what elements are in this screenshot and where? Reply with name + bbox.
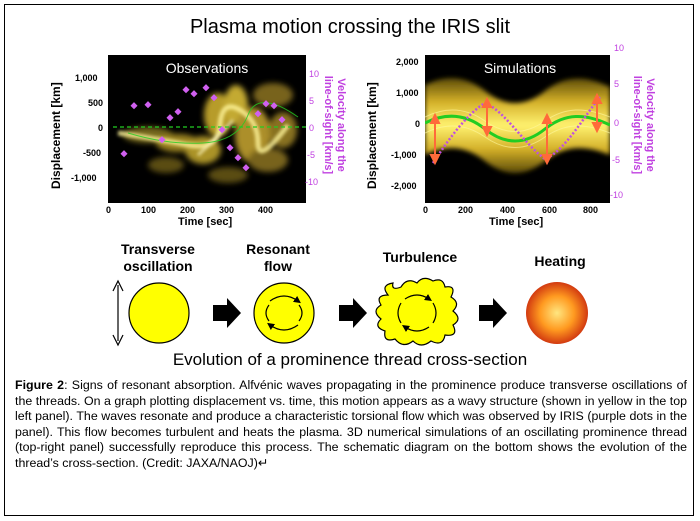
observations-plot: Observations <box>108 55 306 203</box>
obs-ytick: -1,000 <box>71 173 97 183</box>
observations-panel-title: Observations <box>165 60 249 76</box>
sim-rtick: -5 <box>612 155 621 165</box>
obs-right-label-line1: Velocity along the <box>335 78 347 172</box>
obs-right-label-line2: line-of-sight [km/s] <box>322 75 334 175</box>
sim-ylabel: Displacement [km] <box>365 82 379 189</box>
thread-circle-icon <box>128 282 190 344</box>
obs-ylabel: Displacement [km] <box>49 82 63 189</box>
evolution-diagram <box>112 277 588 347</box>
stage-label-heating: Heating <box>534 253 586 269</box>
obs-xtick: 0 <box>106 205 112 215</box>
sim-ytick: -2,000 <box>391 181 417 191</box>
sim-rtick: 0 <box>614 118 620 128</box>
obs-ytick: -500 <box>83 148 102 158</box>
sim-rtick: -10 <box>610 190 624 200</box>
figure-caption-text: : Signs of resonant absorption. Alfvénic… <box>15 378 687 470</box>
sim-xtick: 200 <box>458 205 474 215</box>
sim-xtick: 800 <box>583 205 599 215</box>
sim-xtick: 0 <box>423 205 429 215</box>
simulations-image <box>424 78 611 173</box>
obs-xtick: 300 <box>219 205 235 215</box>
observations-image <box>113 83 306 183</box>
resonant-flow-icon <box>253 282 315 344</box>
figure-frame: Plasma motion crossing the IRIS slit Dis… <box>4 4 694 516</box>
turbulence-icon <box>375 277 459 346</box>
obs-xtick: 400 <box>258 205 274 215</box>
right-arrow-icon <box>339 298 367 328</box>
right-arrow-icon <box>479 298 507 328</box>
figure-title: Plasma motion crossing the IRIS slit <box>189 16 511 38</box>
obs-xlabel: Time [sec] <box>178 216 233 228</box>
stage-label-resonant: Resonant flow <box>246 241 310 274</box>
heated-thread-icon <box>526 282 588 344</box>
obs-ytick: 1,000 <box>75 73 98 83</box>
sim-rtick: 10 <box>614 43 625 53</box>
sim-ytick: -1,000 <box>391 150 417 160</box>
double-arrow-icon <box>112 279 124 347</box>
obs-xtick: 100 <box>141 205 157 215</box>
sim-right-label-line1: Velocity along the <box>644 78 656 172</box>
stage-label-transverse: Transverse oscillation <box>121 241 195 274</box>
evolution-caption: Evolution of a prominence thread cross-s… <box>172 350 528 369</box>
figure-caption: Figure 2: Signs of resonant absorption. … <box>15 378 687 471</box>
sim-right-label: Velocity along the line-of-sight [km/s] <box>628 60 656 190</box>
obs-rtick: 0 <box>309 123 315 133</box>
stage-label-turbulence: Turbulence <box>382 249 458 265</box>
sim-ytick: 2,000 <box>396 57 419 67</box>
figure-label: Figure 2 <box>15 378 65 392</box>
sim-xtick: 600 <box>542 205 558 215</box>
obs-rtick: -5 <box>307 150 316 160</box>
obs-rtick: 10 <box>309 69 320 79</box>
sim-xtick: 400 <box>500 205 516 215</box>
sim-ytick: 0 <box>415 119 421 129</box>
sim-right-label-line2: line-of-sight [km/s] <box>631 75 643 175</box>
sim-xlabel: Time [sec] <box>489 216 544 228</box>
simulations-plot: Simulations <box>424 55 611 203</box>
obs-rtick: -10 <box>305 177 319 187</box>
obs-xtick: 200 <box>180 205 196 215</box>
obs-rtick: 5 <box>309 96 315 106</box>
right-arrow-icon <box>213 298 241 328</box>
sim-ytick: 1,000 <box>396 88 419 98</box>
obs-right-label: Velocity along the line-of-sight [km/s] <box>319 60 347 190</box>
simulations-panel-title: Simulations <box>483 60 557 76</box>
obs-ytick: 0 <box>98 123 104 133</box>
obs-ytick: 500 <box>88 98 104 108</box>
sim-rtick: 5 <box>614 79 620 89</box>
